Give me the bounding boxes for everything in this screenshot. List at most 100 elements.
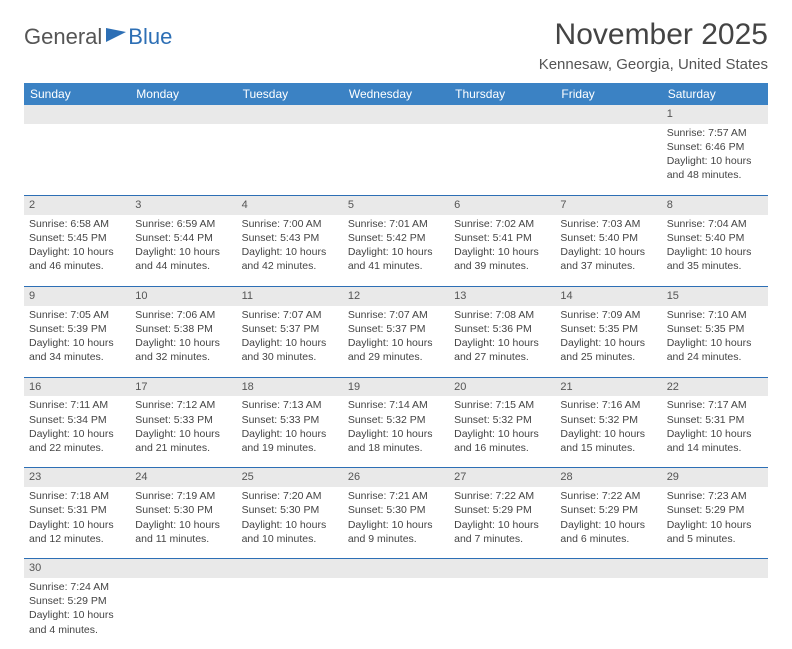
weekday-header: Saturday — [662, 83, 768, 105]
sunset-line: Sunset: 5:42 PM — [348, 231, 444, 245]
sunrise-line: Sunrise: 7:04 AM — [667, 217, 763, 231]
logo-text-blue: Blue — [128, 24, 172, 50]
day-number-cell: 15 — [662, 286, 768, 305]
day-content-cell: Sunrise: 7:07 AMSunset: 5:37 PMDaylight:… — [343, 306, 449, 378]
day-number-cell: 21 — [555, 377, 661, 396]
sunrise-line: Sunrise: 7:18 AM — [29, 489, 125, 503]
day-number-cell: 29 — [662, 468, 768, 487]
daylight-line: Daylight: 10 hours and 29 minutes. — [348, 336, 444, 364]
sunrise-line: Sunrise: 7:23 AM — [667, 489, 763, 503]
day-content-cell: Sunrise: 7:06 AMSunset: 5:38 PMDaylight:… — [130, 306, 236, 378]
day-number-cell: 5 — [343, 195, 449, 214]
day-number-cell: 8 — [662, 195, 768, 214]
day-content-cell — [24, 124, 130, 196]
day-content-cell: Sunrise: 7:21 AMSunset: 5:30 PMDaylight:… — [343, 487, 449, 559]
sunrise-line: Sunrise: 7:22 AM — [454, 489, 550, 503]
logo-text-general: General — [24, 24, 102, 50]
day-number-cell: 3 — [130, 195, 236, 214]
day-number-cell: 28 — [555, 468, 661, 487]
daylight-line: Daylight: 10 hours and 48 minutes. — [667, 154, 763, 182]
daylight-line: Daylight: 10 hours and 19 minutes. — [242, 427, 338, 455]
day-number-cell: 6 — [449, 195, 555, 214]
day-content-cell: Sunrise: 7:00 AMSunset: 5:43 PMDaylight:… — [237, 215, 343, 287]
sunset-line: Sunset: 5:29 PM — [667, 503, 763, 517]
sunset-line: Sunset: 5:40 PM — [667, 231, 763, 245]
location-subtitle: Kennesaw, Georgia, United States — [539, 56, 768, 73]
sunrise-line: Sunrise: 7:17 AM — [667, 398, 763, 412]
day-number-cell — [662, 559, 768, 578]
day-content-cell — [343, 124, 449, 196]
day-content-cell: Sunrise: 7:18 AMSunset: 5:31 PMDaylight:… — [24, 487, 130, 559]
day-content-cell: Sunrise: 7:01 AMSunset: 5:42 PMDaylight:… — [343, 215, 449, 287]
sunset-line: Sunset: 5:31 PM — [667, 413, 763, 427]
daylight-line: Daylight: 10 hours and 18 minutes. — [348, 427, 444, 455]
daylight-line: Daylight: 10 hours and 22 minutes. — [29, 427, 125, 455]
day-number-cell: 10 — [130, 286, 236, 305]
day-content-cell — [343, 578, 449, 649]
day-number-cell: 9 — [24, 286, 130, 305]
day-content-cell — [130, 578, 236, 649]
sunrise-line: Sunrise: 7:11 AM — [29, 398, 125, 412]
day-number-cell: 26 — [343, 468, 449, 487]
day-content-cell — [555, 578, 661, 649]
sunset-line: Sunset: 5:33 PM — [135, 413, 231, 427]
day-number-cell — [130, 559, 236, 578]
sunrise-line: Sunrise: 7:10 AM — [667, 308, 763, 322]
day-number-cell — [343, 105, 449, 124]
daylight-line: Daylight: 10 hours and 34 minutes. — [29, 336, 125, 364]
daylight-line: Daylight: 10 hours and 15 minutes. — [560, 427, 656, 455]
daylight-line: Daylight: 10 hours and 12 minutes. — [29, 518, 125, 546]
day-number-cell: 12 — [343, 286, 449, 305]
sunrise-line: Sunrise: 7:12 AM — [135, 398, 231, 412]
sunrise-line: Sunrise: 7:15 AM — [454, 398, 550, 412]
calendar-table: SundayMondayTuesdayWednesdayThursdayFrid… — [24, 83, 768, 649]
day-number-cell: 27 — [449, 468, 555, 487]
sunset-line: Sunset: 5:30 PM — [348, 503, 444, 517]
daylight-line: Daylight: 10 hours and 5 minutes. — [667, 518, 763, 546]
daylight-line: Daylight: 10 hours and 24 minutes. — [667, 336, 763, 364]
flag-icon — [106, 24, 126, 50]
day-content-cell: Sunrise: 7:14 AMSunset: 5:32 PMDaylight:… — [343, 396, 449, 468]
weekday-header: Wednesday — [343, 83, 449, 105]
daylight-line: Daylight: 10 hours and 4 minutes. — [29, 608, 125, 636]
daylight-line: Daylight: 10 hours and 30 minutes. — [242, 336, 338, 364]
sunrise-line: Sunrise: 7:01 AM — [348, 217, 444, 231]
day-number-cell: 18 — [237, 377, 343, 396]
sunrise-line: Sunrise: 7:00 AM — [242, 217, 338, 231]
sunset-line: Sunset: 5:41 PM — [454, 231, 550, 245]
day-content-cell: Sunrise: 6:59 AMSunset: 5:44 PMDaylight:… — [130, 215, 236, 287]
sunrise-line: Sunrise: 7:16 AM — [560, 398, 656, 412]
sunrise-line: Sunrise: 7:24 AM — [29, 580, 125, 594]
day-number-cell: 16 — [24, 377, 130, 396]
day-number-cell: 11 — [237, 286, 343, 305]
day-content-cell: Sunrise: 7:08 AMSunset: 5:36 PMDaylight:… — [449, 306, 555, 378]
day-number-cell — [237, 105, 343, 124]
day-content-cell — [449, 578, 555, 649]
day-content-cell: Sunrise: 7:23 AMSunset: 5:29 PMDaylight:… — [662, 487, 768, 559]
day-content-cell: Sunrise: 7:10 AMSunset: 5:35 PMDaylight:… — [662, 306, 768, 378]
sunrise-line: Sunrise: 7:19 AM — [135, 489, 231, 503]
weekday-header: Sunday — [24, 83, 130, 105]
day-number-cell — [343, 559, 449, 578]
daylight-line: Daylight: 10 hours and 41 minutes. — [348, 245, 444, 273]
sunset-line: Sunset: 5:32 PM — [560, 413, 656, 427]
brand-logo: General Blue — [24, 24, 172, 50]
day-number-cell — [555, 559, 661, 578]
day-number-cell — [24, 105, 130, 124]
sunrise-line: Sunrise: 7:02 AM — [454, 217, 550, 231]
day-content-cell: Sunrise: 7:03 AMSunset: 5:40 PMDaylight:… — [555, 215, 661, 287]
sunset-line: Sunset: 5:34 PM — [29, 413, 125, 427]
day-number-cell: 25 — [237, 468, 343, 487]
sunrise-line: Sunrise: 7:14 AM — [348, 398, 444, 412]
day-number-cell: 22 — [662, 377, 768, 396]
daylight-line: Daylight: 10 hours and 7 minutes. — [454, 518, 550, 546]
daylight-line: Daylight: 10 hours and 10 minutes. — [242, 518, 338, 546]
day-number-cell: 14 — [555, 286, 661, 305]
weekday-header: Monday — [130, 83, 236, 105]
sunset-line: Sunset: 5:45 PM — [29, 231, 125, 245]
sunrise-line: Sunrise: 7:13 AM — [242, 398, 338, 412]
sunset-line: Sunset: 5:37 PM — [242, 322, 338, 336]
day-content-cell: Sunrise: 7:22 AMSunset: 5:29 PMDaylight:… — [555, 487, 661, 559]
day-content-cell — [662, 578, 768, 649]
day-number-cell: 17 — [130, 377, 236, 396]
